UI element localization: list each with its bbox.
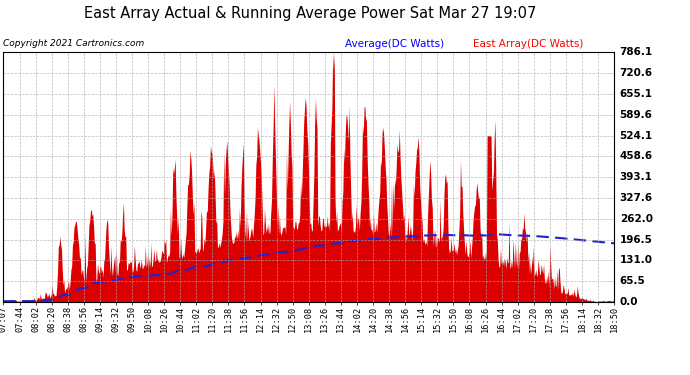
Text: 589.6: 589.6: [620, 110, 653, 120]
Text: East Array Actual & Running Average Power Sat Mar 27 19:07: East Array Actual & Running Average Powe…: [84, 6, 537, 21]
Text: 458.6: 458.6: [620, 152, 653, 161]
Text: 327.6: 327.6: [620, 193, 653, 203]
Text: Average(DC Watts): Average(DC Watts): [345, 39, 444, 50]
Text: 131.0: 131.0: [620, 255, 653, 266]
Text: 786.1: 786.1: [620, 48, 653, 57]
Text: 65.5: 65.5: [620, 276, 645, 286]
Text: 262.0: 262.0: [620, 214, 653, 224]
Text: 393.1: 393.1: [620, 172, 653, 182]
Text: 720.6: 720.6: [620, 68, 653, 78]
Text: 524.1: 524.1: [620, 130, 653, 141]
Text: 655.1: 655.1: [620, 89, 653, 99]
Text: Copyright 2021 Cartronics.com: Copyright 2021 Cartronics.com: [3, 39, 145, 48]
Text: East Array(DC Watts): East Array(DC Watts): [473, 39, 583, 50]
Text: 196.5: 196.5: [620, 234, 653, 244]
Text: 0.0: 0.0: [620, 297, 638, 307]
